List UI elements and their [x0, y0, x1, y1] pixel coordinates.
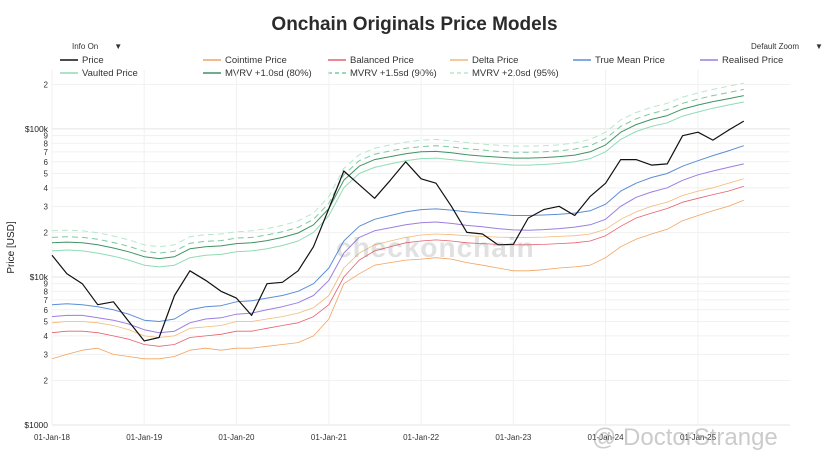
- y-tick-label: $10k: [30, 272, 49, 282]
- watermark-text: checkonchain: [336, 232, 535, 263]
- legend-label: MVRV +2.0sd (95%): [472, 68, 559, 79]
- series-line-balanced-price: [51, 185, 744, 347]
- legend-swatch: [450, 59, 468, 62]
- y-tick-label: 7: [44, 148, 49, 157]
- legend-swatch: [203, 59, 221, 62]
- legend-item[interactable]: MVRV +1.0sd (80%): [203, 68, 312, 79]
- legend-item[interactable]: Balanced Price: [328, 55, 414, 66]
- legend-swatch: [450, 72, 468, 75]
- y-tick-label: 9: [44, 132, 49, 141]
- legend-item[interactable]: MVRV +1.5sd (90%): [328, 68, 437, 79]
- y-tick-label: 2: [44, 228, 49, 237]
- y-tick-label: 4: [44, 332, 49, 341]
- legend-swatch: [60, 72, 78, 75]
- y-tick-label: $100k: [25, 124, 49, 134]
- y-tick-label: 2: [44, 80, 49, 89]
- series-line-true-mean-price: [51, 145, 744, 322]
- x-tick-label: 01-Jan-24: [588, 433, 625, 442]
- series-line-price: [51, 120, 745, 342]
- x-tick-label: 01-Jan-21: [311, 433, 348, 442]
- series-line-vaulted-price: [51, 101, 744, 268]
- legend-label: Cointime Price: [225, 55, 287, 66]
- legend-label: Delta Price: [472, 55, 519, 66]
- y-tick-label: 2: [44, 376, 49, 385]
- legend-label: Realised Price: [722, 55, 784, 66]
- y-tick-label: 6: [44, 306, 49, 315]
- legend-swatch: [328, 59, 346, 62]
- y-tick-label: 3: [44, 350, 49, 359]
- legend-swatch: [573, 59, 591, 62]
- x-tick-label: 01-Jan-19: [126, 433, 163, 442]
- info-toggle-dropdown[interactable]: Info On ▼: [72, 42, 122, 51]
- legend-item[interactable]: Price: [60, 55, 104, 66]
- y-tick-label: 5: [44, 169, 49, 178]
- info-toggle-label: Info On: [72, 42, 99, 51]
- legend-item[interactable]: Delta Price: [450, 55, 518, 66]
- y-tick-label: 8: [44, 139, 49, 148]
- x-tick-label: 01-Jan-25: [680, 433, 717, 442]
- legend-swatch: [700, 59, 718, 62]
- y-tick-label: $1000: [24, 420, 48, 430]
- y-tick-label: 4: [44, 184, 49, 193]
- x-tick-label: 01-Jan-20: [218, 433, 255, 442]
- series-line-delta-price: [51, 178, 744, 338]
- legend-label: True Mean Price: [595, 55, 665, 66]
- y-tick-label: 3: [44, 202, 49, 211]
- y-tick-label: 7: [44, 296, 49, 305]
- chevron-down-icon: ▼: [114, 42, 123, 51]
- x-tick-label: 01-Jan-18: [34, 433, 71, 442]
- y-axis-label: Price [USD]: [6, 221, 17, 273]
- y-tick-label: 6: [44, 158, 49, 167]
- y-tick-label: 5: [44, 318, 49, 327]
- y-tick-label: 8: [44, 287, 49, 296]
- legend-swatch: [328, 72, 346, 75]
- legend-label: MVRV +1.5sd (90%): [350, 68, 437, 79]
- legend-label: MVRV +1.0sd (80%): [225, 68, 312, 79]
- chevron-down-icon: ▼: [815, 42, 823, 51]
- legend-item[interactable]: True Mean Price: [573, 55, 665, 66]
- x-tick-label: 01-Jan-23: [495, 433, 532, 442]
- page-title: Onchain Originals Price Models: [271, 14, 558, 35]
- legend-label: Balanced Price: [350, 55, 414, 66]
- y-tick-label: 9: [44, 280, 49, 289]
- legend-swatch: [203, 72, 221, 75]
- zoom-label: Default Zoom: [751, 42, 800, 51]
- zoom-dropdown[interactable]: Default Zoom ▼: [751, 42, 823, 51]
- series-line-realised-price: [51, 163, 744, 334]
- legend-item[interactable]: MVRV +2.0sd (95%): [450, 68, 559, 79]
- legend-label: Vaulted Price: [82, 68, 138, 79]
- legend-label: Price: [82, 55, 104, 66]
- series-line-mvrv-1-5sd-90: [51, 88, 744, 254]
- legend-item[interactable]: Vaulted Price: [60, 68, 138, 79]
- series-line-cointime-price: [51, 199, 744, 360]
- credit-watermark: @ DoctorStrange: [592, 424, 778, 451]
- legend-item[interactable]: Cointime Price: [203, 55, 287, 66]
- legend-item[interactable]: Realised Price: [700, 55, 783, 66]
- series-line-mvrv-1-0sd-80: [51, 95, 744, 260]
- series-line-mvrv-2-0sd-95: [51, 82, 744, 248]
- x-tick-label: 01-Jan-22: [403, 433, 440, 442]
- legend-swatch: [60, 59, 78, 62]
